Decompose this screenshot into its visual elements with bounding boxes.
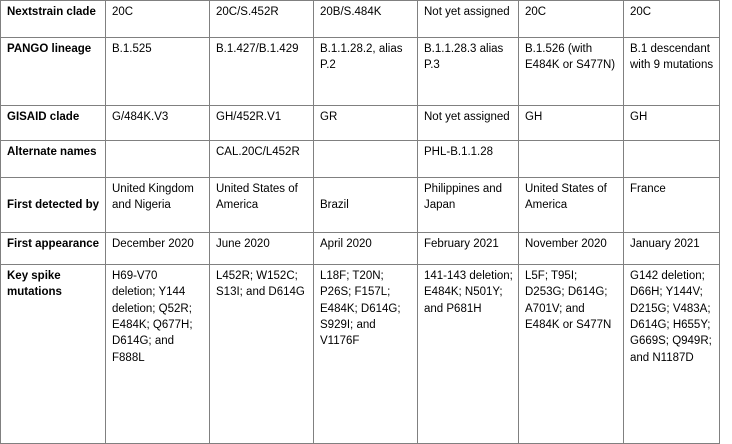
table-row: GISAID clade G/484K.V3 GH/452R.V1 GR Not… (0, 105, 720, 141)
row-header-key-spike-mutations: Key spike mutations (0, 264, 106, 444)
table-row: Nextstrain clade 20C 20C/S.452R 20B/S.48… (0, 0, 720, 38)
cell-first-appearance-2: June 2020 (209, 232, 314, 265)
cell-nextstrain-clade-2: 20C/S.452R (209, 0, 314, 38)
cell-key-spike-mutations-3: L18F; T20N; P26S; F157L; E484K; D614G; S… (313, 264, 418, 444)
cell-gisaid-clade-2: GH/452R.V1 (209, 105, 314, 141)
cell-alternate-names-5 (518, 140, 624, 178)
cell-first-appearance-4: February 2021 (417, 232, 519, 265)
cell-pango-lineage-2: B.1.427/B.1.429 (209, 37, 314, 106)
table-row: Key spike mutations H69-V70 deletion; Y1… (0, 264, 720, 444)
cell-pango-lineage-6: B.1 descendant with 9 mutations (623, 37, 720, 106)
cell-gisaid-clade-1: G/484K.V3 (105, 105, 210, 141)
cell-first-detected-by-6: France (623, 177, 720, 233)
cell-key-spike-mutations-6: G142 deletion; D66H; Y144V; D215G; V483A… (623, 264, 720, 444)
cell-alternate-names-2: CAL.20C/L452R (209, 140, 314, 178)
row-header-gisaid-clade: GISAID clade (0, 105, 106, 141)
cell-nextstrain-clade-6: 20C (623, 0, 720, 38)
cell-first-appearance-6: January 2021 (623, 232, 720, 265)
cell-pango-lineage-5: B.1.526 (with E484K or S477N) (518, 37, 624, 106)
cell-first-detected-by-4: Philippines and Japan (417, 177, 519, 233)
cell-gisaid-clade-6: GH (623, 105, 720, 141)
table-row: First detected by United Kingdom and Nig… (0, 177, 720, 233)
cell-alternate-names-6 (623, 140, 720, 178)
row-header-alternate-names: Alternate names (0, 140, 106, 178)
cell-gisaid-clade-5: GH (518, 105, 624, 141)
cell-first-detected-by-1: United Kingdom and Nigeria (105, 177, 210, 233)
cell-gisaid-clade-3: GR (313, 105, 418, 141)
cell-key-spike-mutations-1: H69-V70 deletion; Y144 deletion; Q52R; E… (105, 264, 210, 444)
cell-nextstrain-clade-3: 20B/S.484K (313, 0, 418, 38)
cell-first-appearance-3: April 2020 (313, 232, 418, 265)
row-header-nextstrain-clade: Nextstrain clade (0, 0, 106, 38)
cell-alternate-names-1 (105, 140, 210, 178)
cell-key-spike-mutations-5: L5F; T95I; D253G; D614G; A701V; and E484… (518, 264, 624, 444)
cell-key-spike-mutations-2: L452R; W152C; S13I; and D614G (209, 264, 314, 444)
cell-nextstrain-clade-1: 20C (105, 0, 210, 38)
row-header-pango-lineage: PANGO lineage (0, 37, 106, 106)
cell-nextstrain-clade-4: Not yet assigned (417, 0, 519, 38)
cell-first-detected-by-2: United States of America (209, 177, 314, 233)
cell-alternate-names-3 (313, 140, 418, 178)
cell-first-detected-by-5: United States of America (518, 177, 624, 233)
cell-key-spike-mutations-4: 141-143 deletion; E484K; N501Y; and P681… (417, 264, 519, 444)
table-row: First appearance December 2020 June 2020… (0, 232, 720, 265)
table-row: PANGO lineage B.1.525 B.1.427/B.1.429 B.… (0, 37, 720, 106)
cell-first-appearance-5: November 2020 (518, 232, 624, 265)
cell-alternate-names-4: PHL-B.1.1.28 (417, 140, 519, 178)
table-row: Alternate names CAL.20C/L452R PHL-B.1.1.… (0, 140, 720, 178)
cell-first-detected-by-3: Brazil (313, 177, 418, 233)
cell-nextstrain-clade-5: 20C (518, 0, 624, 38)
cell-pango-lineage-3: B.1.1.28.2, alias P.2 (313, 37, 418, 106)
cell-gisaid-clade-4: Not yet assigned (417, 105, 519, 141)
row-header-first-appearance: First appearance (0, 232, 106, 265)
cell-first-appearance-1: December 2020 (105, 232, 210, 265)
row-header-first-detected-by: First detected by (0, 177, 106, 233)
cell-pango-lineage-4: B.1.1.28.3 alias P.3 (417, 37, 519, 106)
cell-pango-lineage-1: B.1.525 (105, 37, 210, 106)
